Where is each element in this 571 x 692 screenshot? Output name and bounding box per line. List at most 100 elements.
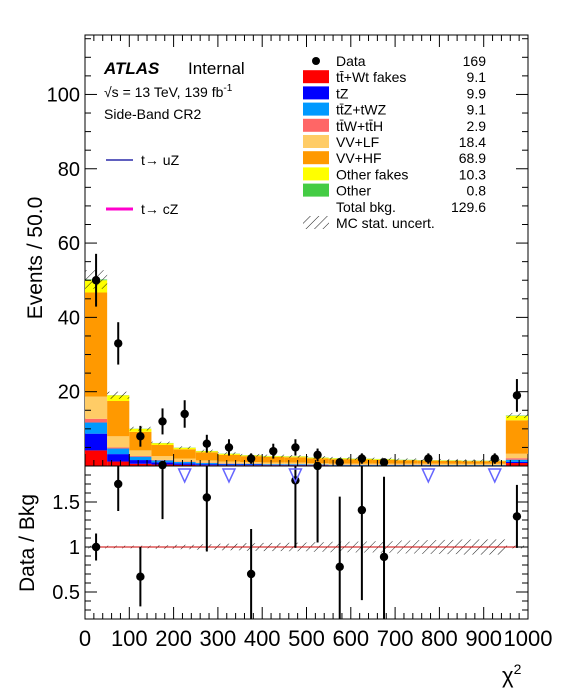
stack-bar bbox=[505, 415, 528, 421]
stack-bar bbox=[129, 450, 152, 456]
ratio-point bbox=[335, 562, 344, 571]
stack-bar bbox=[217, 454, 241, 462]
stack-bar bbox=[284, 457, 307, 463]
energy-label-main: √s = 13 TeV, 139 fb bbox=[104, 84, 224, 100]
legend-value: 10.3 bbox=[459, 166, 486, 182]
signal-label-uz: t→ uZ bbox=[141, 152, 180, 168]
stack-bar bbox=[217, 463, 241, 465]
stack-bar bbox=[395, 460, 418, 464]
stack-bar bbox=[350, 463, 373, 465]
stack-bar bbox=[461, 463, 484, 465]
stack-bar bbox=[129, 463, 152, 466]
data-point bbox=[246, 454, 256, 463]
x-axis-label: χ2 bbox=[502, 661, 522, 688]
stack-bar bbox=[217, 461, 241, 464]
y-tick-label: 100 bbox=[47, 84, 80, 106]
legend-value: 169 bbox=[463, 53, 487, 69]
stack-bar bbox=[195, 463, 218, 465]
x-axis-label-base: χ bbox=[502, 663, 514, 688]
region-label: Side-Band CR2 bbox=[104, 106, 201, 122]
stack-bar bbox=[173, 461, 196, 464]
legend-label: Data bbox=[336, 53, 366, 69]
legend-label: VV+LF bbox=[336, 134, 379, 150]
energy-label-sup: -1 bbox=[223, 83, 232, 94]
legend-label: Other bbox=[336, 183, 371, 199]
stack-bar bbox=[173, 464, 196, 466]
stack-bar bbox=[505, 453, 528, 459]
offscale-marker bbox=[487, 468, 502, 484]
ratio-point bbox=[202, 493, 212, 502]
stack-bar bbox=[85, 396, 108, 419]
ratio-y-tick-label: 1 bbox=[69, 537, 80, 559]
data-point bbox=[114, 339, 123, 348]
ratio-point bbox=[136, 572, 145, 581]
y-axis-label: Events / 50.0 bbox=[24, 197, 47, 320]
stack-bar bbox=[461, 461, 484, 464]
stack-bar bbox=[395, 463, 418, 465]
ratio-point bbox=[158, 460, 167, 470]
y-axis-ticks: 20 40 60 80 100 bbox=[47, 38, 528, 448]
x-tick-label: 700 bbox=[377, 626, 414, 651]
ratio-y-axis-label: Data / Bkg bbox=[16, 494, 39, 592]
signal-label-cz: t→ cZ bbox=[141, 201, 179, 217]
legend-value: 9.1 bbox=[467, 69, 487, 85]
data-point bbox=[379, 458, 389, 467]
data-point bbox=[313, 450, 322, 460]
y-tick-label: 80 bbox=[58, 159, 80, 181]
stack-bar bbox=[262, 464, 285, 465]
stack-bar bbox=[505, 420, 528, 454]
x-axis-ticks: 0 100 200 300 400 500 600 700 800 900 1000 bbox=[79, 607, 553, 651]
ratio-y-tick-label: 0.5 bbox=[52, 582, 80, 604]
legend-label: MC stat. uncert. bbox=[336, 215, 435, 231]
data-point bbox=[424, 454, 433, 463]
stack-bar bbox=[151, 445, 174, 457]
legend-label: Total bkg. bbox=[336, 199, 396, 215]
offscale-marker bbox=[221, 468, 237, 484]
legend-swatch bbox=[303, 135, 329, 148]
stack-bar bbox=[151, 456, 174, 460]
stack-bar bbox=[262, 456, 285, 463]
ratio-point bbox=[379, 552, 389, 562]
stack-bar bbox=[505, 459, 528, 462]
data-point bbox=[180, 409, 189, 419]
stack-bar bbox=[107, 461, 130, 466]
stack-bar bbox=[107, 400, 130, 437]
legend-marker-data bbox=[312, 57, 320, 65]
energy-label: √s = 13 TeV, 139 fb-1 bbox=[104, 83, 233, 100]
offscale-marker bbox=[421, 468, 436, 484]
data-point bbox=[490, 454, 499, 463]
stack-bar bbox=[129, 455, 152, 457]
data-point bbox=[91, 276, 101, 285]
data-point bbox=[269, 446, 278, 456]
y-tick-label: 20 bbox=[58, 382, 80, 404]
stack-bar bbox=[284, 462, 307, 464]
legend-value: 9.1 bbox=[467, 102, 487, 118]
legend: Data 169 tt̄+Wt fakes 9.1 tZ 9.9 tt̄Z+tWZ 9.1 tt… bbox=[303, 53, 486, 231]
stacked-histogram bbox=[85, 279, 528, 466]
stack-bar bbox=[195, 464, 218, 466]
legend-label: tt̄W+tt̄H bbox=[336, 118, 383, 134]
x-tick-label: 1000 bbox=[504, 626, 553, 651]
stack-bar bbox=[173, 463, 196, 465]
stack-bar bbox=[85, 292, 108, 397]
stack-bar bbox=[129, 460, 152, 464]
uncertainty-band-bin bbox=[107, 391, 130, 399]
stack-bar bbox=[173, 449, 196, 459]
ratio-point bbox=[246, 569, 256, 579]
legend-value: 18.4 bbox=[459, 134, 486, 150]
stack-bar bbox=[173, 458, 196, 462]
stack-bar bbox=[85, 422, 108, 434]
legend-swatch bbox=[303, 118, 329, 132]
x-tick-label: 800 bbox=[421, 626, 458, 651]
x-tick-label: 300 bbox=[200, 626, 237, 651]
x-axis-ticks-upper bbox=[84, 35, 529, 466]
x-axis-label-sup: 2 bbox=[514, 661, 522, 677]
stack-bar bbox=[217, 464, 241, 466]
data-point bbox=[335, 458, 344, 467]
stack-bar bbox=[85, 433, 108, 451]
offscale-marker bbox=[177, 468, 192, 484]
legend-label: Other fakes bbox=[336, 166, 408, 182]
uncertainty-band-bin bbox=[395, 458, 418, 461]
offscale-marker bbox=[288, 468, 303, 484]
legend-value: 0.8 bbox=[467, 183, 487, 199]
